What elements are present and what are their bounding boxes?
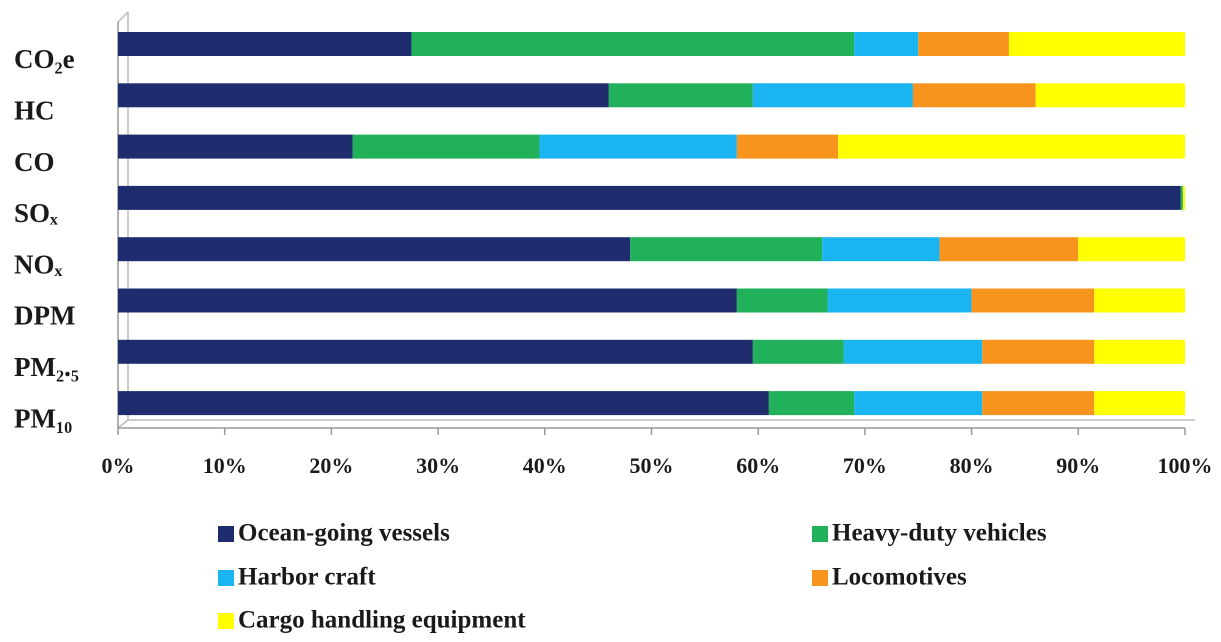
x-tick-label: 40% xyxy=(523,453,567,478)
legend-label: Harbor craft xyxy=(238,564,376,591)
bar-segment xyxy=(982,391,1095,416)
legend-label: Heavy-duty vehicles xyxy=(832,520,1047,547)
bar-segment xyxy=(1180,185,1183,210)
bar-segment xyxy=(118,339,753,364)
y-tick-label: HC xyxy=(14,96,55,126)
bar-segment xyxy=(118,83,609,108)
y-tick-label: PM₁₀ xyxy=(14,403,72,433)
x-tick-label: 30% xyxy=(416,453,460,478)
bar-segment xyxy=(736,288,828,313)
y-tick-label: CO₂e xyxy=(14,44,75,74)
bar-segment xyxy=(1182,185,1185,210)
x-tick-label: 70% xyxy=(843,453,887,478)
bar-segment xyxy=(1094,288,1185,313)
legend-swatch xyxy=(218,526,234,542)
x-tick-label: 0% xyxy=(102,453,135,478)
bar-segment xyxy=(971,288,1095,313)
bar-segment xyxy=(352,134,540,159)
bar-segment xyxy=(752,83,913,108)
x-tick-label: 50% xyxy=(630,453,674,478)
bar-segment xyxy=(854,32,919,56)
x-tick-label: 100% xyxy=(1158,453,1213,478)
x-tick-label: 10% xyxy=(203,453,247,478)
bar-segment xyxy=(736,134,839,159)
legend-swatch xyxy=(812,570,828,586)
y-tick-label: PM₂.₅ xyxy=(14,352,79,382)
bar-segment xyxy=(752,339,844,364)
bar-segment xyxy=(918,32,1009,56)
bar-segment xyxy=(982,339,1095,364)
y-tick-label: NOₓ xyxy=(14,249,63,279)
y-tick-label: CO xyxy=(14,147,55,177)
bar-segment xyxy=(1035,83,1185,108)
bar-segment xyxy=(118,237,631,262)
legend-swatch xyxy=(218,613,234,629)
bar-segment xyxy=(843,339,983,364)
bar-segment xyxy=(118,288,737,313)
x-tick-label: 60% xyxy=(736,453,780,478)
legend-swatch xyxy=(812,526,828,542)
y-tick-label: SOₓ xyxy=(14,198,58,228)
legend-label: Ocean-going vessels xyxy=(238,520,450,547)
bar-segment xyxy=(539,134,737,159)
floor xyxy=(117,419,129,429)
bar-segment xyxy=(118,391,769,416)
bar-segment xyxy=(854,391,983,416)
legend-label: Cargo handling equipment xyxy=(238,607,526,634)
bar-segment xyxy=(411,32,855,56)
y-tick-label: DPM xyxy=(14,301,75,331)
x-tick-label: 20% xyxy=(309,453,353,478)
legend-label: Locomotives xyxy=(832,564,967,591)
bar-segment xyxy=(608,83,753,108)
bar-segment xyxy=(630,237,823,262)
bar-segment xyxy=(822,237,940,262)
bar-segment xyxy=(768,391,855,416)
legend-swatch xyxy=(218,570,234,586)
bar-segment xyxy=(118,134,353,159)
bar-segment xyxy=(827,288,972,313)
bar-segment xyxy=(1094,391,1185,416)
bar-segment xyxy=(118,32,412,56)
bar-segment xyxy=(118,185,1181,210)
bar-segment xyxy=(939,237,1079,262)
bar-segment xyxy=(1008,32,1185,56)
bar-segment xyxy=(1094,339,1185,364)
bar-segment xyxy=(912,83,1036,108)
bar-segment xyxy=(1078,237,1185,262)
back-wall xyxy=(117,11,129,23)
x-tick-label: 90% xyxy=(1056,453,1100,478)
bar-segment xyxy=(838,134,1185,159)
x-tick-label: 80% xyxy=(950,453,994,478)
